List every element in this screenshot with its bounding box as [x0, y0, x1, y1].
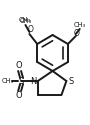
- Text: O: O: [27, 26, 33, 35]
- Text: CH₃: CH₃: [18, 18, 31, 24]
- Text: CH₃: CH₃: [1, 78, 13, 84]
- Text: N: N: [31, 76, 37, 86]
- Text: O: O: [16, 92, 22, 100]
- Text: S: S: [68, 76, 74, 86]
- Text: CH₃: CH₃: [74, 22, 86, 28]
- Text: CH₃: CH₃: [19, 18, 32, 24]
- Text: S: S: [18, 76, 24, 86]
- Text: O: O: [74, 28, 80, 38]
- Text: O: O: [16, 62, 22, 70]
